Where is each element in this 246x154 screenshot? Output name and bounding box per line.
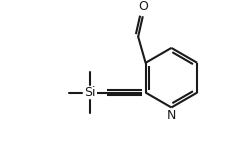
Text: Si: Si <box>84 86 95 99</box>
Text: N: N <box>167 109 176 122</box>
Text: O: O <box>138 0 148 14</box>
